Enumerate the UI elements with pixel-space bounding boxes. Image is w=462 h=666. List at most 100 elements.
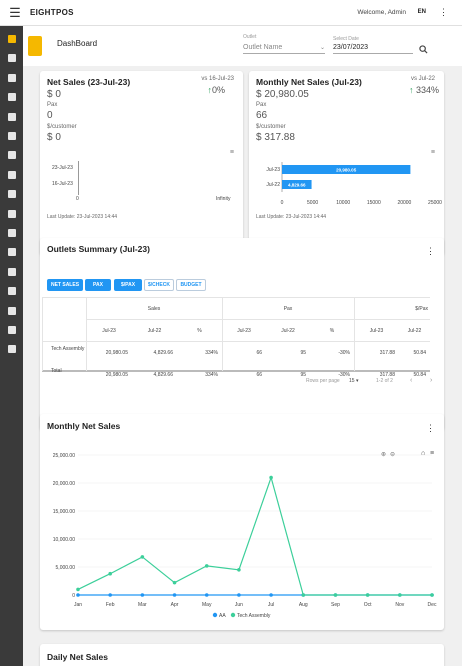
data-point: [333, 593, 338, 597]
x-tick-label: Jun: [235, 602, 243, 608]
sidebar-terminal-icon[interactable]: [0, 167, 23, 183]
budget-button[interactable]: BUDGET: [176, 279, 206, 291]
x-tick-label: Apr: [171, 602, 179, 608]
data-point: [76, 593, 80, 597]
x-tick-label: 20000: [397, 200, 411, 206]
sidebar-chat-icon[interactable]: [0, 322, 23, 338]
sidebar-printer-icon[interactable]: [0, 206, 23, 222]
chart-menu-icon[interactable]: ≡: [430, 149, 435, 156]
monthly-card-title: Monthly Net Sales (Jul-23): [256, 77, 362, 87]
table-cell: 95: [300, 372, 306, 378]
more-vert-icon[interactable]: ⋮: [426, 246, 435, 256]
x-tick-label: Aug: [299, 602, 308, 608]
data-point: [140, 555, 145, 559]
data-point: [430, 593, 434, 597]
data-point: [108, 571, 112, 576]
net-sales-button[interactable]: NET SALES: [47, 279, 83, 291]
rows-per-page-select[interactable]: 15 ▾: [349, 378, 359, 384]
sidebar-refresh-icon[interactable]: [0, 89, 23, 105]
table-border: [42, 297, 430, 298]
prev-page-icon[interactable]: ‹: [410, 377, 413, 384]
table-cell: 4,829.66: [153, 372, 173, 378]
table-border: [42, 297, 43, 371]
bed-icon: [7, 287, 16, 296]
menu-icon[interactable]: ☰: [9, 4, 21, 20]
sidebar-bed-icon[interactable]: [0, 283, 23, 299]
rows-per-page-label: Rows per page: [306, 378, 340, 384]
rows-per-page-value: 15: [349, 378, 355, 384]
y-tick-label: 16-Jul-23: [52, 181, 73, 187]
chart-menu-icon[interactable]: ≡: [229, 149, 234, 156]
sidebar-contacts-icon[interactable]: [0, 303, 23, 319]
terminal-icon: [7, 170, 16, 179]
contacts-icon: [7, 306, 16, 315]
x-tick-label: 10000: [336, 200, 350, 206]
data-point: [108, 593, 112, 597]
data-point: [398, 593, 402, 597]
home-icon[interactable]: ⌂: [421, 450, 426, 457]
page-title: DashBoard: [57, 39, 98, 48]
y-tick-label: 10,000.00: [53, 537, 75, 543]
sidebar-cart-icon[interactable]: [0, 186, 23, 202]
pax-button[interactable]: PAX: [85, 279, 111, 291]
outlets-summary-title: Outlets Summary (Jul-23): [47, 244, 150, 254]
table-cell: 334%: [205, 350, 218, 356]
sidebar-store-icon[interactable]: [0, 264, 23, 280]
table-column-header: Jul-22: [281, 328, 295, 334]
table-cell: -30%: [338, 350, 350, 356]
reports-icon: [7, 54, 16, 63]
sidebar-analytics-icon[interactable]: [0, 109, 23, 125]
x-tick-label: Mar: [138, 602, 147, 608]
table-border: [354, 297, 355, 371]
y-tick-label: Jul-22: [266, 182, 280, 188]
y-axis-line: [78, 161, 79, 195]
tools-icon: [7, 132, 16, 140]
monthly-card-value: $ 20,980.05: [256, 89, 309, 100]
sidebar-orders-icon[interactable]: [0, 70, 23, 86]
more-vert-icon[interactable]: ⋮: [439, 7, 448, 17]
legend-marker: [212, 612, 218, 618]
desktop-icon: [7, 345, 16, 354]
x-tick-label: Dec: [428, 602, 437, 608]
x-tick-label: 0: [281, 200, 284, 206]
net-sales-pct: ↑0%: [207, 85, 225, 95]
printer-icon: [7, 209, 16, 218]
table-cell: 4,829.66: [153, 350, 173, 356]
y-tick-label: 25,000.00: [53, 453, 75, 459]
sidebar-reports-icon[interactable]: [0, 50, 23, 66]
monthly-card-compare: vs Jul-22: [410, 76, 435, 82]
y-tick-label: 15,000.00: [53, 509, 75, 515]
per-check-button[interactable]: $/CHECK: [144, 279, 174, 291]
data-point: [204, 564, 209, 568]
chart-menu-icon[interactable]: ≡: [430, 450, 435, 457]
per-pax-button[interactable]: $/PAX: [114, 279, 142, 291]
outlet-select[interactable]: Outlet Name ⌄: [243, 44, 325, 54]
sidebar-cafe-icon[interactable]: [0, 225, 23, 241]
table-cell: 20,980.05: [105, 350, 128, 356]
search-icon[interactable]: [419, 45, 428, 54]
sidebar-desktop-icon[interactable]: [0, 341, 23, 357]
next-page-icon[interactable]: ›: [430, 377, 433, 384]
sidebar-qr-icon[interactable]: [0, 244, 23, 260]
table-cell: -30%: [338, 372, 350, 378]
date-input[interactable]: 23/07/2023: [333, 44, 413, 54]
monthly-card-pct: ↑ 334%: [409, 85, 439, 95]
sidebar-payments-icon[interactable]: [0, 147, 23, 163]
pax-label: Pax: [256, 102, 267, 108]
more-vert-icon[interactable]: ⋮: [426, 423, 435, 433]
cafe-icon: [7, 229, 16, 237]
y-tick-label: Jul-23: [266, 167, 280, 173]
welcome-text: Welcome, Admin: [357, 9, 406, 16]
dashboard-icon: [7, 35, 16, 43]
data-point: [172, 580, 177, 585]
last-update: Last Update: 23-Jul-2023 14:44: [256, 214, 327, 220]
monthly-net-sales-card: Monthly Net Sales (Jul-23) vs Jul-22 ↑ 3…: [249, 71, 444, 255]
sidebar-dashboard-icon[interactable]: [0, 31, 23, 47]
table-column-header: Jul-22: [407, 328, 422, 334]
monthly-pct-value: 334%: [415, 85, 439, 95]
language-selector[interactable]: EN: [417, 9, 426, 15]
table-group-header: Sales: [147, 306, 161, 312]
table-group-header: $/Pax: [415, 306, 428, 312]
sidebar-tools-icon[interactable]: [0, 128, 23, 144]
table-border: [222, 297, 223, 371]
